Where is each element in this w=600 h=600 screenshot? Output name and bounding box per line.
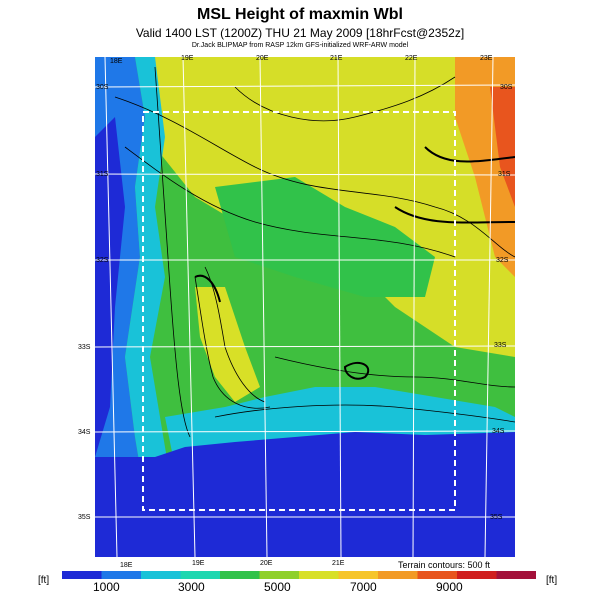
top-lon-label: 22E	[405, 55, 418, 62]
lat-lon-grid	[95, 57, 515, 557]
colorbar-swatch	[378, 571, 418, 579]
bottom-lon-label: 21E	[332, 560, 345, 567]
colorbar-swatch	[338, 571, 379, 579]
top-lon-label: 21E	[330, 55, 343, 62]
right-lat-label: 33S	[494, 342, 507, 349]
mid-region-central	[215, 177, 435, 297]
colorbar-unit-right: [ft]	[546, 575, 558, 586]
left-lat-label: 30S	[96, 84, 109, 91]
ridge-yellow	[195, 287, 260, 402]
colorbar-swatch	[457, 571, 497, 579]
ocean-west	[95, 117, 125, 457]
right-lat-label: 35S	[490, 514, 503, 521]
colorbar-swatch	[417, 571, 458, 579]
left-lat-label: 35S	[78, 514, 91, 521]
colorbar-label: 5000	[264, 580, 291, 594]
colorbar-swatch	[180, 571, 221, 579]
terrain-contours-note: Terrain contours: 500 ft	[398, 560, 491, 570]
weather-map	[95, 57, 515, 557]
bottom-lon-label: 20E	[260, 560, 273, 567]
top-lon-label: 20E	[256, 55, 269, 62]
colorbar-label: 9000	[436, 580, 463, 594]
map-title: MSL Height of maxmin Wbl	[197, 6, 403, 23]
map-subtitle: Valid 1400 LST (1200Z) THU 21 May 2009 […	[135, 26, 465, 40]
colorbar-label: 1000	[93, 580, 120, 594]
right-lat-label: 34S	[492, 428, 505, 435]
colorbar-label: 7000	[350, 580, 377, 594]
top-lon-label: 23E	[480, 55, 493, 62]
bottom-lon-label: 18E	[120, 562, 133, 569]
right-lat-label: 31S	[498, 171, 511, 178]
left-lat-label: 34S	[78, 429, 91, 436]
thick-contours	[194, 146, 515, 380]
colorbar-swatch	[62, 571, 102, 579]
peak-region-east	[490, 87, 515, 207]
left-lat-label: 32S	[96, 257, 109, 264]
colorbar-swatch	[141, 571, 181, 579]
colorbar-swatch	[101, 571, 142, 579]
bottom-lon-label: 19E	[192, 560, 205, 567]
colorbar	[62, 571, 536, 579]
top-lon-label: 18E	[110, 58, 123, 65]
left-lat-label: 33S	[78, 344, 91, 351]
ocean-area	[95, 432, 515, 557]
model-credit: Dr.Jack BLIPMAP from RASP 12km GFS-initi…	[191, 42, 409, 49]
inner-domain-box	[142, 111, 456, 511]
colorbar-label: 3000	[178, 580, 205, 594]
colorbar-unit-left: [ft]	[38, 575, 50, 586]
colorbar-swatch	[299, 571, 339, 579]
top-lon-label: 19E	[181, 55, 194, 62]
right-lat-label: 30S	[500, 84, 513, 91]
left-lat-label: 31S	[96, 171, 109, 178]
colorbar-swatch	[220, 571, 260, 579]
colorbar-swatch	[496, 571, 536, 579]
terrain-contours	[114, 66, 515, 438]
colorbar-swatch	[259, 571, 300, 579]
right-lat-label: 32S	[496, 257, 509, 264]
